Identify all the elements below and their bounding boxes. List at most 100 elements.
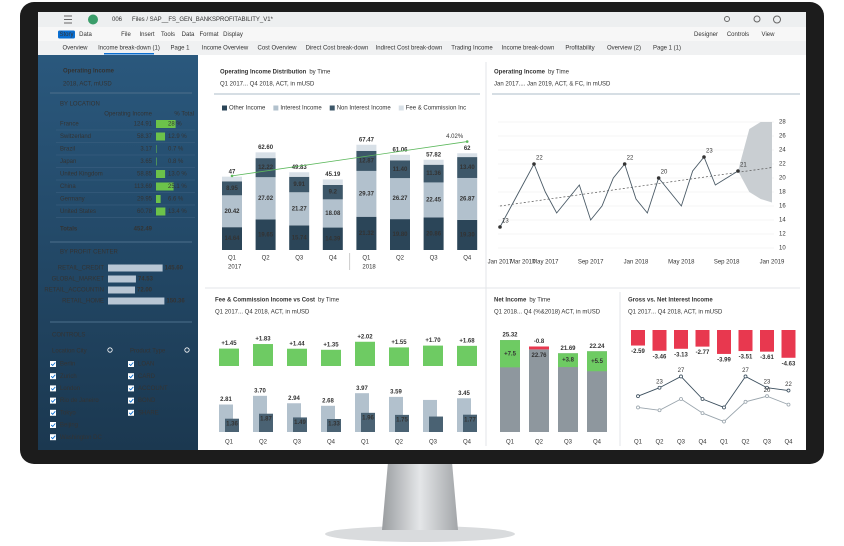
stack-segment — [322, 199, 343, 228]
filter-item[interactable]: CARD — [138, 374, 156, 380]
section-heading: BY PROFIT CENTER — [60, 250, 118, 256]
menu-item[interactable]: Tools — [161, 32, 175, 38]
tab[interactable]: Income Overview — [202, 46, 249, 52]
mode-button[interactable]: Story — [59, 32, 73, 38]
x-tick-label: Q2 — [741, 440, 750, 446]
y-tick-label: 20 — [779, 176, 786, 182]
filter-item[interactable]: BOND — [138, 398, 156, 404]
bar — [760, 330, 774, 352]
filter-item[interactable]: ACCOUNT — [138, 386, 168, 392]
filter-item[interactable]: Berlin — [60, 362, 75, 368]
y-tick-label: 26 — [779, 134, 786, 140]
checkbox[interactable] — [50, 409, 56, 416]
checkbox[interactable] — [128, 385, 134, 392]
legend-swatch — [398, 105, 404, 111]
filter-item[interactable]: SHARE — [138, 410, 159, 416]
tab[interactable]: Income break-down — [502, 46, 555, 52]
chat-icon — [753, 15, 761, 23]
stack-segment — [222, 181, 242, 196]
checkbox[interactable] — [50, 385, 56, 392]
line-point — [636, 405, 640, 410]
net-bar — [321, 349, 341, 366]
tab[interactable]: Income break-down (1) — [98, 46, 160, 52]
net-label: +1.44 — [289, 341, 305, 347]
menu-item[interactable]: File — [121, 32, 131, 38]
segment-label: 8.95 — [226, 186, 238, 192]
total-label: 61.06 — [392, 147, 408, 153]
line-point — [679, 374, 683, 379]
bar-label: -3.51 — [739, 355, 753, 361]
tab[interactable]: Overview (2) — [607, 46, 641, 52]
location-income: 58.85 — [137, 172, 153, 178]
stack-segment — [390, 154, 410, 161]
filter-search-icon[interactable] — [184, 347, 190, 353]
menu-item[interactable]: Display — [223, 32, 243, 38]
filter-item[interactable]: Tokyo — [60, 410, 76, 416]
net-label: +1.70 — [425, 338, 441, 344]
stack-segment — [222, 227, 242, 250]
filter-search-icon[interactable] — [107, 347, 113, 353]
pair-label: 1.87 — [260, 416, 272, 422]
checkbox[interactable] — [128, 373, 134, 380]
tab[interactable]: Page 1 (1) — [653, 46, 681, 52]
y-tick-label: 28 — [779, 120, 786, 126]
filter-item[interactable]: London — [60, 386, 80, 392]
stack-segment — [390, 219, 410, 250]
y-tick-label: 18 — [779, 190, 786, 196]
stack-segment — [322, 179, 343, 185]
filter-item[interactable]: Zurich — [60, 374, 77, 380]
checkbox[interactable] — [50, 397, 56, 404]
checkbox[interactable] — [50, 373, 56, 380]
bar — [738, 330, 753, 352]
mode-button[interactable]: Data — [79, 32, 92, 38]
tab[interactable]: Page 1 — [170, 46, 190, 52]
tab[interactable]: Indirect Cost break-down — [376, 46, 443, 52]
bar-label: -4.63 — [782, 361, 796, 367]
stand-base — [325, 526, 515, 542]
profit-bar — [108, 286, 135, 294]
mode-active[interactable] — [58, 30, 75, 39]
bar — [587, 351, 607, 432]
checkbox[interactable] — [128, 397, 134, 404]
chart-subtitle: Q1 2017... Q4 2018, ACT, in mUSD — [628, 310, 723, 316]
net-label: +1.68 — [459, 338, 475, 344]
menu-item[interactable]: Data — [182, 32, 195, 38]
filter-item[interactable]: LOAN — [138, 362, 154, 368]
total-label: 47 — [229, 169, 236, 175]
point-label: 23 — [706, 149, 713, 155]
location-name: Japan — [60, 159, 76, 165]
bar — [652, 330, 667, 351]
change-label: +7.5 — [504, 351, 517, 357]
point-label: 23 — [764, 379, 771, 385]
x-tick-label: Mar 2017 — [510, 260, 536, 266]
share-label: 28 % — [168, 122, 182, 128]
tab[interactable]: Overview — [62, 46, 88, 52]
checkbox[interactable] — [128, 361, 134, 367]
chart-title-suffix: by Time — [309, 70, 331, 76]
tab[interactable]: Direct Cost break-down — [306, 46, 369, 52]
tab[interactable]: Cost Overview — [257, 46, 297, 52]
pair-bar — [225, 418, 239, 432]
stack-segment — [356, 144, 377, 151]
share-bar — [156, 132, 166, 141]
toolbar-item[interactable]: Designer — [694, 32, 718, 38]
menu-item[interactable]: Format — [199, 32, 218, 38]
checkbox[interactable] — [128, 409, 134, 416]
location-name: United Kingdom — [60, 172, 103, 178]
filter-item[interactable]: Rio de Janeiro — [60, 398, 99, 404]
stack-segment — [255, 177, 276, 220]
toolbar-item[interactable]: Controls — [727, 32, 749, 38]
segment-label: 12.87 — [359, 158, 375, 164]
menu-item[interactable]: Insert — [139, 32, 154, 38]
checkbox[interactable] — [50, 434, 56, 441]
breadcrumb: Files / SAP__FS_GEN_BANKSPROFITABILITY_V… — [132, 17, 274, 23]
toolbar-item[interactable]: View — [762, 32, 776, 38]
checkbox[interactable] — [50, 422, 56, 428]
x-tick-label: Q1 — [228, 256, 237, 262]
tab[interactable]: Profitability — [565, 46, 594, 52]
filter-item[interactable]: Beijing — [60, 423, 78, 429]
chart-title: Operating Income Distribution — [220, 70, 307, 76]
checkbox[interactable] — [50, 361, 56, 367]
filter-item[interactable]: Washington DC — [60, 435, 102, 441]
tab[interactable]: Trading Income — [451, 46, 493, 52]
